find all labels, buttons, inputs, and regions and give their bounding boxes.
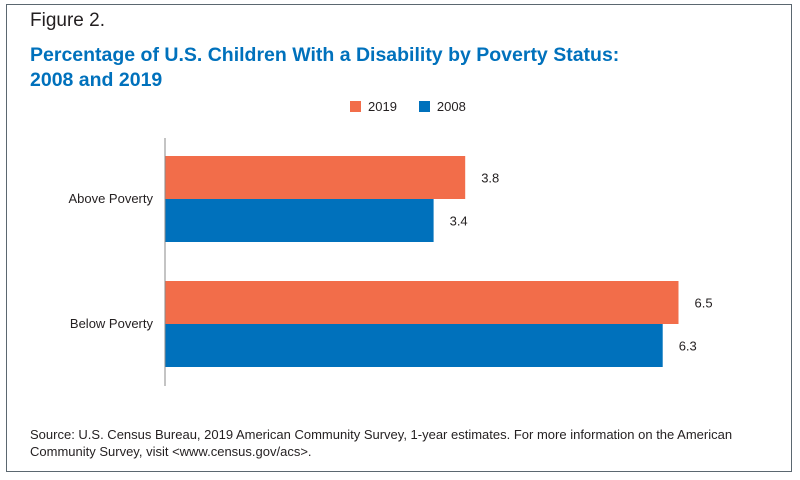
data-label: 3.4 [450,214,468,229]
legend-swatch-series-1 [350,100,361,112]
data-label: 6.3 [679,339,697,354]
category-label: Below Poverty [70,316,154,331]
data-label: 6.5 [695,296,713,311]
bar [165,156,466,199]
chart-legend: 2019 2008 [350,96,488,116]
chart-title-line-1: Percentage of U.S. Children With a Disab… [30,44,620,66]
data-label: 3.8 [481,171,499,186]
legend-swatch-series-2 [418,100,430,112]
legend-item-series-1: 2019 [350,99,397,114]
bar [165,199,434,242]
legend-label-series-2: 2008 [436,98,466,114]
bar [165,281,679,324]
figure-label: Figure 2. [30,10,105,31]
bar [165,324,663,367]
chart-title-line-2: 2008 and 2019 [30,69,163,91]
legend-item-series-2: 2008 [418,98,466,114]
category-label: Above Poverty [68,191,153,206]
legend-label-series-1: 2019 [368,98,397,114]
source-note: Source: U.S. Census Bureau, 2019 America… [30,427,733,459]
figure-frame [6,4,792,472]
chart-title: Percentage of U.S. Children With a Disab… [30,43,750,93]
